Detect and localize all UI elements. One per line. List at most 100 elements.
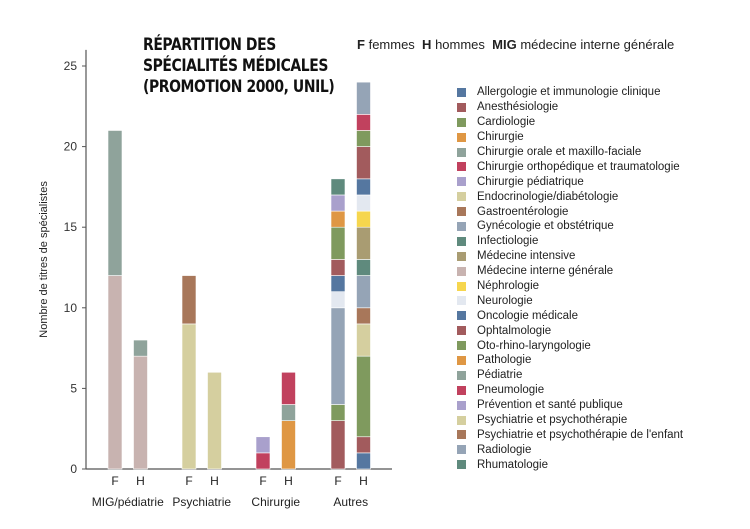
legend-label: Chirurgie orale et maxillo-faciale bbox=[477, 146, 642, 158]
bar-segment bbox=[330, 226, 346, 260]
bar-segment bbox=[330, 420, 346, 470]
legend-label: Endocrinologie/diabétologie bbox=[477, 190, 619, 203]
legend-item: Médecine interne générale bbox=[457, 264, 683, 279]
bar-label: H bbox=[210, 474, 219, 488]
bar-segment bbox=[356, 130, 371, 147]
legend-label: Pédiatrie bbox=[477, 369, 523, 382]
y-axis-label: Nombre de titres de spécialistes bbox=[38, 181, 50, 338]
bar-label: H bbox=[136, 474, 145, 488]
legend-item: Prévention et santé publique bbox=[457, 398, 683, 413]
legend-item: Oncologie médicale bbox=[457, 308, 683, 323]
bar-segment bbox=[181, 323, 197, 470]
legend-label: Psychiatrie et psychothérapie de l'enfan… bbox=[477, 428, 684, 441]
bar-label: F bbox=[111, 474, 118, 488]
legend-swatch bbox=[457, 400, 466, 410]
bar-label: F bbox=[259, 474, 266, 488]
legend-label: Cardiologie bbox=[477, 116, 536, 129]
legend-swatch bbox=[457, 460, 466, 470]
bar-segment bbox=[356, 275, 371, 309]
bar-segment bbox=[133, 339, 148, 357]
legend-swatch bbox=[457, 266, 466, 276]
legend-swatch bbox=[457, 192, 466, 202]
legend-item: Endocrinologie/diabétologie bbox=[457, 189, 683, 204]
bar-segment bbox=[356, 355, 371, 438]
bar-segment bbox=[207, 371, 222, 470]
legend-label: Pathologie bbox=[477, 354, 532, 367]
bar-segment bbox=[255, 436, 271, 454]
legend-label: Gastroentérologie bbox=[477, 205, 569, 218]
legend-label: Prévention et santé publique bbox=[477, 399, 623, 412]
y-tick-label: 25 bbox=[64, 59, 78, 73]
title-line: RÉPARTITION DES bbox=[143, 35, 276, 55]
group-label: Chirurgie bbox=[251, 495, 300, 509]
title-line: (PROMOTION 2000, UNIL) bbox=[143, 77, 335, 97]
legend-item: Infectiologie bbox=[457, 234, 683, 249]
title-line: SPÉCIALITÉS MÉDICALES bbox=[143, 56, 328, 76]
legend-label: Ophtalmologie bbox=[477, 324, 552, 337]
legend-item: Médecine intensive bbox=[457, 249, 683, 264]
legend-item: Chirurgie bbox=[457, 130, 683, 145]
legend-label: Oto-rhino-laryngologie bbox=[477, 339, 591, 352]
bar-segment bbox=[107, 130, 123, 276]
bar-segment bbox=[330, 194, 346, 212]
legend-label: Psychiatrie et psychothérapie bbox=[477, 414, 628, 427]
legend-item: Chirurgie orthopédique et traumatologie bbox=[457, 159, 683, 174]
bar-segment bbox=[356, 436, 371, 454]
legend-swatch bbox=[457, 445, 466, 455]
legend-item: Pédiatrie bbox=[457, 368, 683, 383]
key-h-text: hommes bbox=[435, 37, 485, 52]
legend-item: Chirurgie orale et maxillo-faciale bbox=[457, 145, 683, 160]
legend-label: Anesthésiologie bbox=[477, 101, 559, 114]
legend-item: Chirurgie pédiatrique bbox=[457, 174, 683, 189]
bar-segment bbox=[107, 275, 123, 470]
bar-segment bbox=[356, 210, 371, 228]
bar-segment bbox=[330, 275, 346, 292]
legend-item: Ophtalmologie bbox=[457, 323, 683, 338]
legend-label: Chirurgie orthopédique et traumatologie bbox=[477, 160, 680, 173]
legend-label: Infectiologie bbox=[477, 235, 539, 248]
legend-swatch bbox=[457, 251, 466, 261]
bar-segment bbox=[356, 178, 371, 196]
bar-label: H bbox=[284, 474, 293, 488]
y-tick-label: 0 bbox=[70, 462, 77, 476]
bar-label: F bbox=[185, 474, 192, 488]
bar-segment bbox=[356, 114, 371, 131]
legend-item: Anesthésiologie bbox=[457, 100, 683, 115]
legend-item: Néphrologie bbox=[457, 279, 683, 294]
legend-swatch bbox=[457, 207, 466, 217]
bar-segment bbox=[356, 259, 371, 276]
bar-segment bbox=[330, 178, 346, 196]
bar-segment bbox=[255, 452, 271, 470]
legend-item: Allergologie et immunologie clinique bbox=[457, 85, 683, 100]
legend-swatch bbox=[457, 177, 466, 187]
legend-item: Psychiatrie et psychothérapie bbox=[457, 413, 683, 428]
legend-swatch bbox=[457, 281, 466, 291]
abbreviation-key: F femmes H hommes MIG médecine interne g… bbox=[357, 37, 674, 52]
legend-item: Psychiatrie et psychothérapie de l'enfan… bbox=[457, 427, 683, 442]
key-f-text: femmes bbox=[368, 37, 415, 52]
legend-swatch bbox=[457, 162, 466, 172]
legend-label: Radiologie bbox=[477, 443, 532, 456]
legend-swatch bbox=[457, 370, 466, 380]
legend-label: Chirurgie pédiatrique bbox=[477, 175, 584, 188]
legend-item: Pathologie bbox=[457, 353, 683, 368]
bar-segment bbox=[330, 259, 346, 276]
legend-swatch bbox=[457, 296, 466, 306]
legend-item: Rhumatologie bbox=[457, 457, 683, 472]
legend-swatch bbox=[457, 132, 466, 142]
group-label: Psychiatrie bbox=[172, 495, 231, 509]
legend-label: Allergologie et immunologie clinique bbox=[477, 86, 661, 99]
legend-label: Chirurgie bbox=[477, 131, 524, 144]
bar-segment bbox=[356, 81, 371, 115]
bar-segment bbox=[356, 146, 371, 180]
legend-label: Neurologie bbox=[477, 294, 533, 307]
key-h-abbr: H bbox=[422, 37, 432, 52]
bar-segment bbox=[356, 323, 371, 357]
legend-label: Rhumatologie bbox=[477, 458, 548, 471]
bar-segment bbox=[356, 194, 371, 212]
legend-swatch bbox=[457, 341, 466, 351]
bar-label: F bbox=[334, 474, 341, 488]
legend-label: Pneumologie bbox=[477, 384, 545, 397]
bar-segment bbox=[330, 210, 346, 228]
bar-segment bbox=[330, 307, 346, 405]
